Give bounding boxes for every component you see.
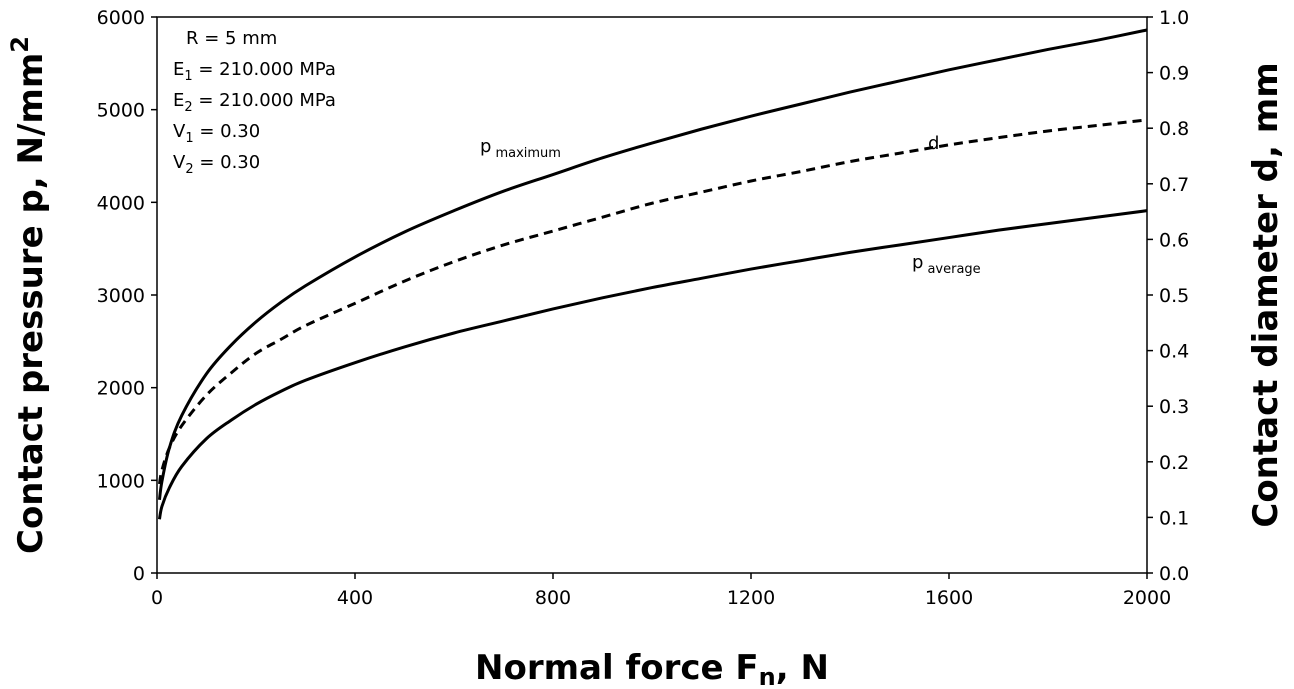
series-label-d: d xyxy=(928,133,939,154)
series-label-p-average: p average xyxy=(912,252,981,277)
x-tick-label: 1200 xyxy=(727,587,775,609)
x-tick-label: 2000 xyxy=(1123,587,1171,609)
series-line-p-maximum xyxy=(157,28,1148,500)
y-left-tick-label: 6000 xyxy=(97,7,145,29)
x-tick-label: 1600 xyxy=(925,587,973,609)
y-left-tick-label: 1000 xyxy=(97,470,145,492)
annotation-radius: R = 5 mm xyxy=(186,28,277,49)
y-right-tick-label: 0.6 xyxy=(1159,229,1189,251)
y-right-tick-label: 0.8 xyxy=(1159,118,1189,140)
x-tick-label: 800 xyxy=(535,587,571,609)
annotation-e2: E2 = 210.000 MPa xyxy=(173,90,336,115)
y-right-tick-label: 0.5 xyxy=(1159,285,1189,307)
series-layer xyxy=(157,28,1148,520)
x-tick-label: 0 xyxy=(151,587,163,609)
series-line-d xyxy=(157,118,1148,485)
annotation-e1: E1 = 210.000 MPa xyxy=(173,59,336,84)
series-line-p-average xyxy=(157,209,1148,520)
y-left-tick-label: 2000 xyxy=(97,378,145,400)
y-left-tick-label: 4000 xyxy=(97,192,145,214)
y-right-tick-label: 0.0 xyxy=(1159,563,1189,585)
annotation-v2: V2 = 0.30 xyxy=(173,152,260,177)
y-right-tick-label: 0.7 xyxy=(1159,174,1189,196)
y-right-tick-label: 0.2 xyxy=(1159,452,1189,474)
annotation-v1: V1 = 0.30 xyxy=(173,121,260,146)
y-right-tick-label: 1.0 xyxy=(1159,7,1189,29)
y-left-tick-label: 0 xyxy=(133,563,145,585)
y-left-axis-title: Contact pressure p, N/mm2 xyxy=(6,36,51,554)
y-right-axis-ticks: 0.0 0.1 0.2 0.3 0.4 0.5 0.6 0.7 0.8 0.9 1.0 xyxy=(1147,7,1189,585)
y-right-tick-label: 0.4 xyxy=(1159,341,1189,363)
y-right-tick-label: 0.1 xyxy=(1159,507,1189,529)
x-tick-label: 400 xyxy=(337,587,373,609)
y-left-tick-label: 5000 xyxy=(97,100,145,122)
series-label-p-maximum: p maximum xyxy=(480,136,561,161)
x-axis-title: Normal force Fn, N xyxy=(475,648,829,689)
y-right-tick-label: 0.9 xyxy=(1159,63,1189,85)
y-left-tick-label: 3000 xyxy=(97,285,145,307)
parameter-annotations: R = 5 mm E1 = 210.000 MPa E2 = 210.000 M… xyxy=(173,28,336,177)
y-right-tick-label: 0.3 xyxy=(1159,396,1189,418)
y-right-axis-title: Contact diameter d, mm xyxy=(1246,62,1286,527)
y-left-axis-ticks: 0 1000 2000 3000 4000 5000 6000 xyxy=(97,7,157,585)
x-axis-ticks: 0 400 800 1200 1600 2000 xyxy=(151,573,1171,609)
